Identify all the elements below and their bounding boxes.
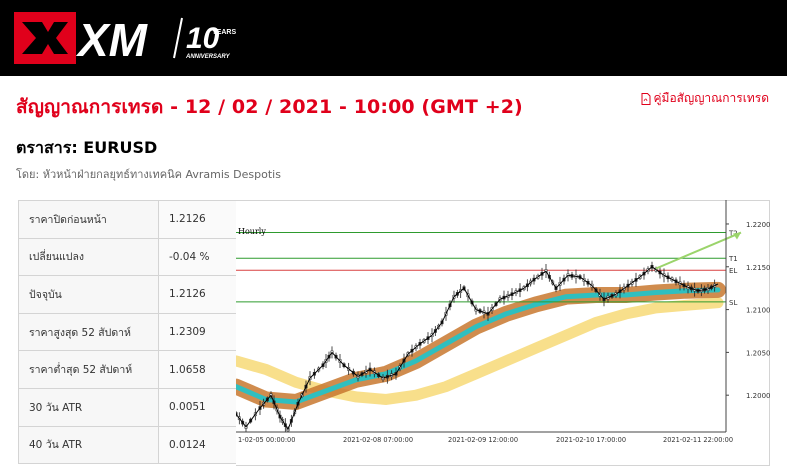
x-tick-label: 2021-02-11 22:00:00: [663, 436, 733, 444]
svg-text:ANNIVERSARY: ANNIVERSARY: [185, 54, 231, 60]
stat-label: ราคาปิดก่อนหน้า: [18, 200, 159, 239]
projection-arrow: [655, 231, 742, 270]
stats-row: 30 วัน ATR 0.0051: [18, 387, 237, 427]
stats-row: เปลี่ยนแปลง -0.04 %: [18, 237, 237, 277]
level-label-t2: T2: [728, 230, 738, 238]
stat-value: 1.2309: [158, 312, 237, 352]
y-tick-label: 1.2100: [746, 307, 770, 315]
stat-value: 1.2126: [158, 200, 237, 239]
slow-ema-band: [236, 297, 724, 406]
price-zigzag-line: [236, 266, 719, 431]
svg-text:YEARS: YEARS: [212, 29, 236, 36]
level-label-el: EL: [729, 267, 737, 275]
stats-row: 40 วัน ATR 0.0124: [18, 425, 237, 465]
svg-text:10: 10: [186, 22, 220, 55]
stat-value: 0.0124: [158, 425, 237, 465]
level-label-t1: T1: [728, 255, 738, 263]
fast-ema-center: [236, 287, 721, 405]
stat-label: 40 วัน ATR: [18, 425, 159, 465]
stats-row: ราคาสูงสุด 52 สัปดาห์ 1.2309: [18, 312, 237, 352]
stats-row: ราคาปิดก่อนหน้า 1.2126: [18, 200, 237, 239]
y-tick-label: 1.2050: [746, 349, 770, 357]
stat-label: ราคาต่ำสุด 52 สัปดาห์: [18, 350, 159, 389]
site-header: XM 10 YEARS ANNIVERSARY: [0, 0, 787, 76]
x-tick-label: 2021-02-08 07:00:00: [343, 436, 413, 444]
y-tick-label: 1.2000: [746, 392, 770, 400]
stats-row: ราคาต่ำสุด 52 สัปดาห์ 1.0658: [18, 350, 237, 389]
projection-arrowhead: [733, 232, 741, 240]
pdf-icon: [641, 92, 650, 105]
y-tick-label: 1.2150: [746, 264, 770, 272]
trading-signal-guide-link[interactable]: คู่มือสัญญาณการเทรด: [641, 89, 770, 108]
xm-logo[interactable]: XM 10 YEARS ANNIVERSARY: [14, 12, 244, 64]
x-tick-label: 2021-02-10 17:00:00: [556, 436, 626, 444]
instrument-heading: ตราสาร: EURUSD: [16, 138, 158, 157]
hourly-chart: T2 T1 EL SL Hourly 1.2200 1.2150 1.2100 1.2050 1.…: [236, 200, 770, 444]
x-tick-label: 1-02-05 00:00:00: [238, 436, 295, 444]
chart-frame: [236, 200, 770, 466]
stat-label: เปลี่ยนแปลง: [18, 237, 159, 277]
stat-label: ปัจจุบัน: [18, 275, 159, 314]
stat-label: ราคาสูงสุด 52 สัปดาห์: [18, 312, 159, 352]
stat-value: -0.04 %: [158, 237, 237, 277]
stats-table: ราคาปิดก่อนหน้า 1.2126 เปลี่ยนแปลง -0.04 % ป…: [18, 200, 237, 465]
stat-value: 1.2126: [158, 275, 237, 314]
page-title: สัญญาณการเทรด - 12 / 02 / 2021 - 10:00 (…: [16, 96, 523, 118]
chart-title: Hourly: [238, 227, 266, 236]
y-tick-label: 1.2200: [746, 221, 770, 229]
svg-text:XM: XM: [75, 14, 149, 64]
stat-value: 0.0051: [158, 387, 237, 427]
guide-link-label: คู่มือสัญญาณการเทรด: [653, 91, 770, 105]
level-label-sl: SL: [729, 299, 737, 307]
stat-value: 1.0658: [158, 350, 237, 389]
author-line: โดย: หัวหน้าฝ่ายกลยุทธ์ทางเทคนิค Avramis…: [16, 168, 281, 181]
x-tick-label: 2021-02-09 12:00:00: [448, 436, 518, 444]
stat-label: 30 วัน ATR: [18, 387, 159, 427]
stats-row: ปัจจุบัน 1.2126: [18, 275, 237, 314]
